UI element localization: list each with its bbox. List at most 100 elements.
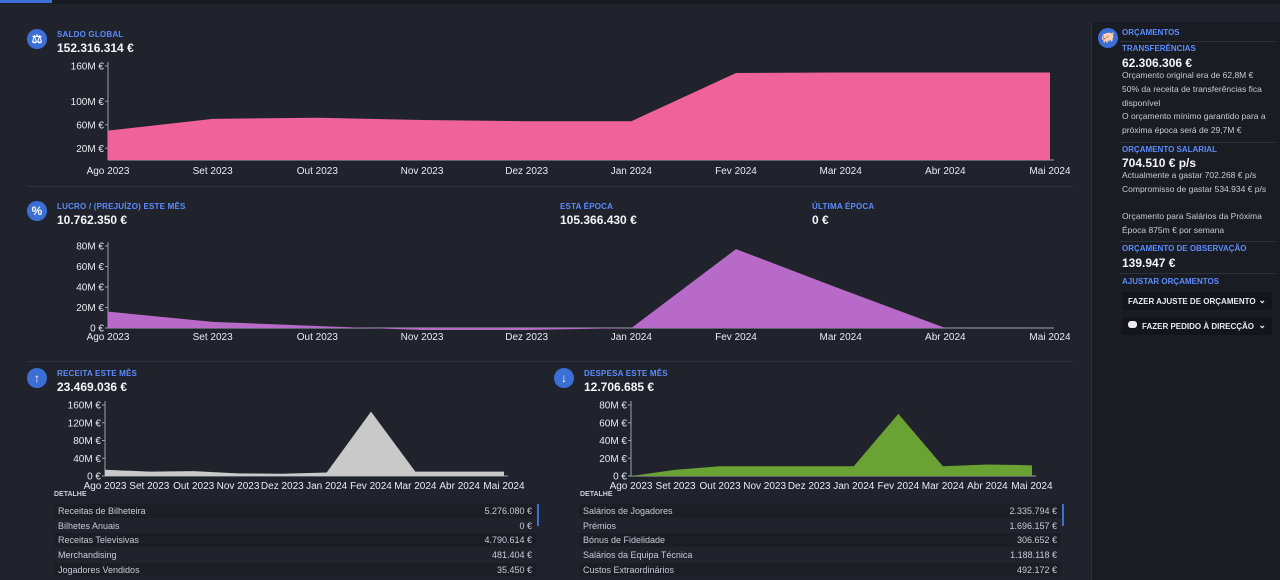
wage-note-2: Compromisso de gastar 534.934 € p/s [1122,184,1267,194]
x-tick-label: Ago 2023 [84,481,127,491]
lucro-chart: 0 € 20M € 40M € 60M € 80M € Ago 2023 Set 2023 O… [76,242,1070,344]
chevron-down-icon: ⌄ [1258,320,1266,330]
x-tick-label: Jan 2024 [306,481,348,491]
finances-main: ⚖ SALDO GLOBAL 152.316.314 € 20M € 60M € 1… [0,4,1085,580]
active-tab-indicator[interactable] [0,0,52,3]
detail-row-value: 0 € [519,520,532,531]
detail-row-label: Bilhetes Anuais [58,520,120,531]
y-tick-label: 60M € [76,262,104,273]
area-series [108,249,1050,331]
y-tick-label: 80M € [599,401,627,412]
adjust-budgets-label: AJUSTAR ORÇAMENTOS [1122,277,1220,286]
x-tick-label: Dez 2023 [505,166,548,176]
detail-row-label: Bónus de Fidelidade [583,535,666,546]
x-tick-label: Dez 2023 [505,332,548,343]
detail-row: Merchandising 481.404 € [54,548,536,563]
last-season-value: 0 € [812,213,829,227]
x-tick-label: Mar 2024 [394,481,437,491]
x-tick-label: Out 2023 [297,332,339,343]
scout-budget-label: ORÇAMENTO DE OBSERVAÇÃO [1122,244,1247,253]
x-tick-label: Nov 2023 [401,166,444,176]
area-series [631,413,1032,476]
x-tick-label: Mai 2024 [483,481,525,491]
area-series [105,411,504,476]
y-tick-label: 40M € [73,454,101,465]
x-tick-label: Mar 2024 [922,481,965,491]
y-tick-label: 20M € [76,144,104,155]
sidebar-sep-0 [1120,41,1275,42]
detail-row-value: 481.404 € [491,550,532,561]
y-tick-label: 20M € [76,303,104,314]
transfer-note-3: O orçamento mínimo garantido para a próx… [1122,111,1266,135]
x-tick-label: Nov 2023 [401,332,444,343]
despesa-detail-title: DETALHE [580,491,613,498]
y-tick-label: 120M € [68,418,102,429]
detail-row-value: 5.276.080 € [484,506,532,516]
wage-budget-label: ORÇAMENTO SALARIAL [1122,145,1217,154]
detail-row: Bilhetes Anuais 0 € [54,518,536,533]
saldo-chart: 20M € 60M € 100M € 160M € Ago 2023 Set 2023 Ou… [71,62,1070,177]
x-tick-label: Mai 2024 [1011,481,1053,491]
y-tick-label: 60M € [76,120,104,131]
arrow-down-icon: ↓ [554,368,574,388]
detail-row-value: 2.335.794 € [1009,506,1057,516]
y-tick-label: 160M € [71,62,105,73]
detail-row-label: Custos Extraordinários [583,564,675,575]
y-tick-label: 100M € [71,97,105,108]
sidebar-sep-1 [1120,142,1275,143]
x-tick-label: Mai 2024 [1029,166,1070,176]
y-tick-label: 20M € [599,454,627,465]
detail-row: Salários da Equipa Técnica 1.188.118 € [579,548,1061,563]
x-tick-label: Abr 2024 [967,481,1008,491]
receita-scrollbar[interactable] [537,504,539,526]
detail-row-label: Jogadores Vendidos [58,564,140,575]
x-tick-label: Jan 2024 [611,332,653,343]
x-tick-label: Mar 2024 [820,166,863,176]
adjust-budget-button[interactable]: FAZER AJUSTE DE ORÇAMENTO ⌄ [1122,292,1272,310]
x-tick-label: Out 2023 [173,481,215,491]
detail-row-value: 35.450 € [496,564,532,575]
x-tick-label: Nov 2023 [743,481,786,491]
x-tick-label: Fev 2024 [715,332,757,343]
detail-row: Bónus de Fidelidade 306.652 € [579,533,1061,548]
receita-detail-title: DETALHE [54,491,87,498]
area-series [108,72,1050,160]
transfer-note-1: Orçamento original era de 62,8M € [1122,70,1254,80]
detail-row: Custos Extraordinários 492.172 € [579,562,1061,577]
x-tick-label: Mai 2024 [1029,332,1070,343]
detail-row-label: Receitas Televisivas [58,535,139,546]
x-tick-label: Out 2023 [700,481,742,491]
board-request-button[interactable]: FAZER PEDIDO À DIRECÇÃO ⌄ [1122,317,1272,335]
x-tick-label: Ago 2023 [87,166,130,176]
x-tick-label: Dez 2023 [261,481,304,491]
x-tick-label: Fev 2024 [715,166,757,176]
despesa-scrollbar[interactable] [1062,504,1064,526]
detail-row-value: 1.696.157 € [1009,520,1057,531]
detail-row: Salários de Jogadores 2.335.794 € [579,504,1061,518]
x-tick-label: Abr 2024 [925,332,966,343]
transfer-note-2: 50% da receita de transferências fica di… [1122,84,1262,108]
y-tick-label: 40M € [599,436,627,447]
detail-row: Receitas de Bilheteira 5.276.080 € [54,504,536,518]
x-tick-label: Dez 2023 [788,481,831,491]
y-tick-label: 0 € [613,472,627,483]
season-label: ESTA ÉPOCA [560,202,614,211]
detail-row-value: 1.188.118 € [1010,550,1057,561]
budgets-title: ORÇAMENTOS [1122,28,1180,37]
last-season-label: ÚLTIMA ÉPOCA [812,202,875,211]
x-tick-label: Jan 2024 [833,481,875,491]
x-tick-label: Abr 2024 [925,166,966,176]
y-tick-label: 0 € [90,324,104,335]
x-tick-label: Fev 2024 [350,481,392,491]
lucro-label: LUCRO / (PREJUÍZO) ESTE MÊS [57,202,186,211]
wage-note-3: Orçamento para Salários da Próxima Época… [1122,211,1262,235]
detail-row: Prémios 1.696.157 € [579,518,1061,533]
receita-label: RECEITA ESTE MÊS [57,369,138,378]
detail-row-value: 492.172 € [1016,564,1057,575]
detail-row-label: Salários da Equipa Técnica [583,550,693,561]
divider-2 [27,361,1073,362]
x-tick-label: Abr 2024 [439,481,480,491]
y-tick-label: 60M € [599,418,627,429]
wage-note-1: Actualmente a gastar 702.268 € p/s [1122,170,1257,180]
chevron-down-icon: ⌄ [1258,295,1266,305]
